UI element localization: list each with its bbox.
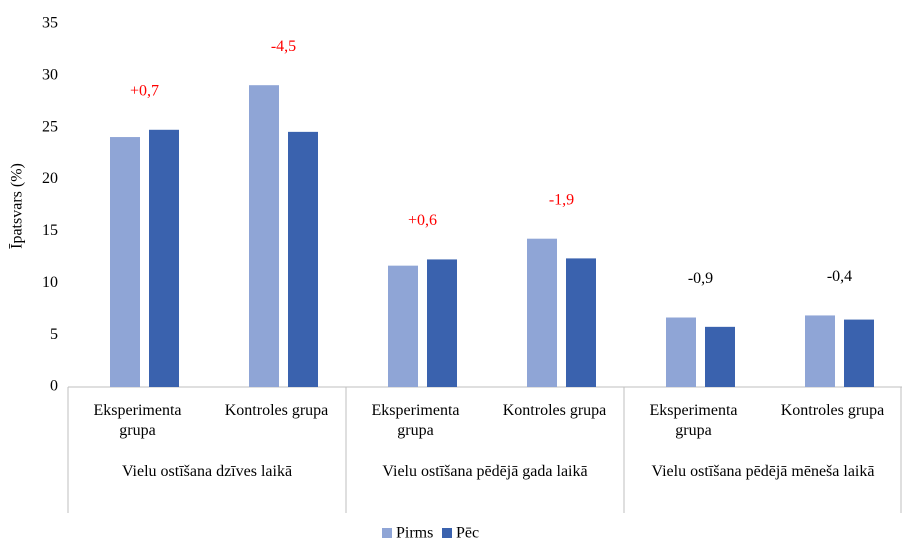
bar — [388, 265, 418, 387]
y-tick-label: 0 — [50, 378, 58, 395]
bar — [288, 131, 318, 387]
legend-swatch — [442, 528, 452, 538]
x-tick-label: Eksperimenta grupa — [371, 402, 460, 439]
y-axis-label: Īpatsvars (%) — [9, 163, 26, 249]
x-tick-label: Eksperimenta grupa — [93, 402, 182, 439]
annotation: -0,9 — [688, 270, 713, 287]
bar — [427, 259, 457, 387]
x-tick-label: Kontroles grupa — [502, 402, 607, 419]
y-tick-label: 35 — [42, 15, 58, 32]
x-tick-label: Eksperimenta grupa — [649, 402, 738, 439]
annotation: -4,5 — [271, 38, 296, 55]
annotation: +0,6 — [408, 212, 437, 229]
bar — [844, 319, 874, 387]
group-label: Vielu ostīšana dzīves laikā — [121, 463, 293, 480]
annotation: +0,7 — [130, 82, 159, 99]
bar — [805, 315, 835, 387]
y-tick-label: 20 — [42, 170, 58, 187]
legend-swatch — [382, 528, 392, 538]
legend-label: Pirms — [396, 525, 433, 542]
bar — [705, 326, 735, 387]
x-tick-label: Kontroles grupa — [224, 402, 329, 419]
y-tick-label: 25 — [42, 118, 58, 135]
bar — [527, 238, 557, 387]
bar — [110, 137, 140, 387]
bar — [566, 258, 596, 387]
x-tick-label: Kontroles grupa — [780, 402, 885, 419]
y-tick-label: 15 — [42, 222, 58, 239]
bar — [249, 85, 279, 387]
group-label: Vielu ostīšana pēdējā gada laikā — [382, 463, 588, 480]
bar — [149, 129, 179, 387]
y-tick-label: 30 — [42, 67, 58, 84]
bar — [666, 317, 696, 387]
annotation: -0,4 — [827, 268, 852, 285]
group-label: Vielu ostīšana pēdējā mēneša laikā — [651, 463, 875, 480]
legend-label: Pēc — [456, 525, 479, 542]
y-tick-label: 10 — [42, 274, 58, 291]
y-tick-label: 5 — [50, 326, 58, 343]
annotation: -1,9 — [549, 191, 574, 208]
